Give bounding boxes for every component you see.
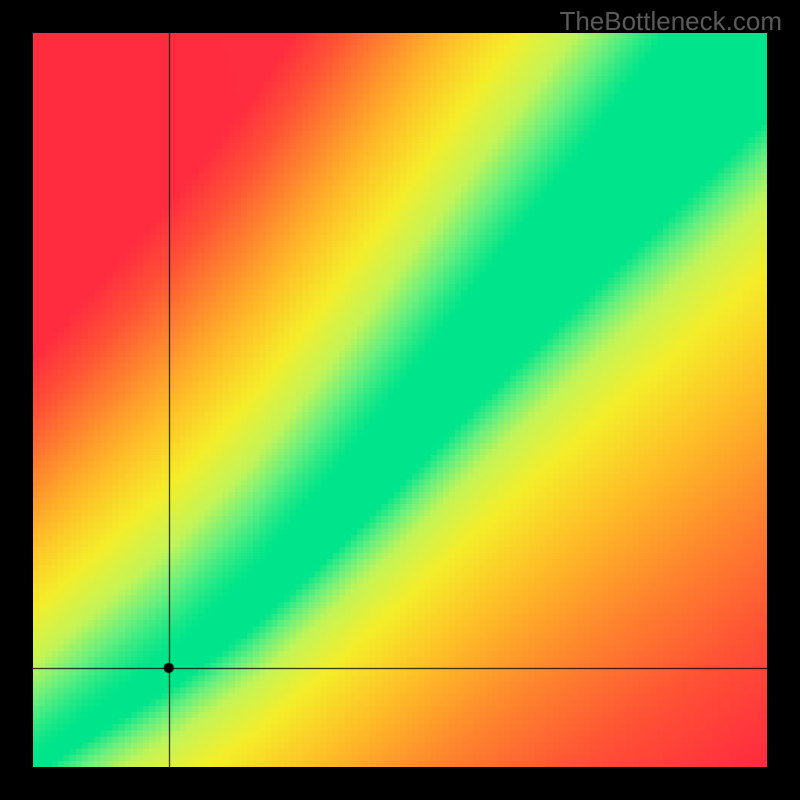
chart-container: { "source_watermark": { "text": "TheBott… [0, 0, 800, 800]
crosshair-overlay [33, 33, 767, 767]
